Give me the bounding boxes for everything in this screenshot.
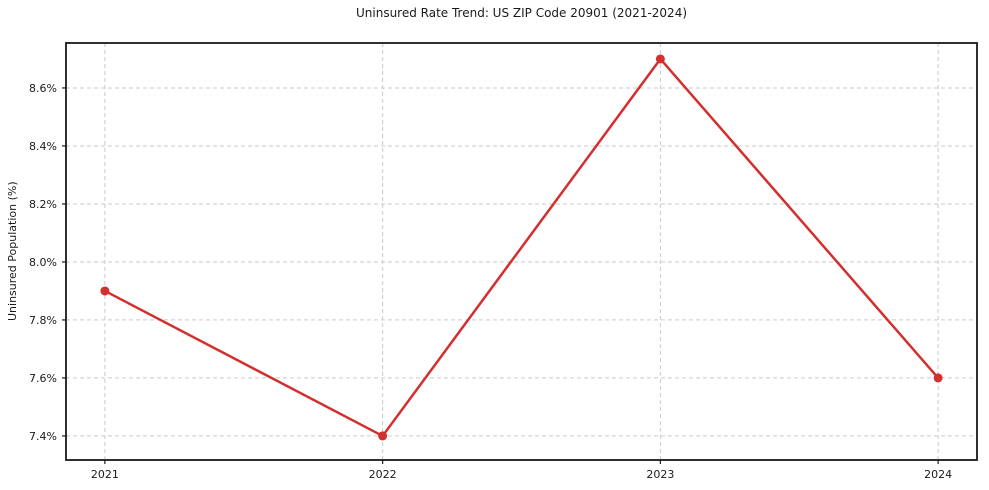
y-tick-label: 7.6%	[29, 372, 57, 385]
data-point	[100, 286, 110, 296]
y-tick-label: 8.2%	[29, 198, 57, 211]
y-tick-label: 7.4%	[29, 430, 57, 443]
y-tick-label: 7.8%	[29, 314, 57, 327]
x-tick-label: 2024	[924, 468, 952, 481]
x-tick-label: 2022	[369, 468, 397, 481]
y-tick-label: 8.4%	[29, 140, 57, 153]
x-tick-label: 2021	[91, 468, 119, 481]
y-tick-label: 8.0%	[29, 256, 57, 269]
y-tick-label: 8.6%	[29, 82, 57, 95]
data-point	[655, 54, 665, 64]
plot-border	[65, 42, 978, 461]
trend-line	[103, 57, 940, 438]
data-point	[933, 373, 943, 383]
data-point	[378, 431, 388, 441]
chart-title: Uninsured Rate Trend: US ZIP Code 20901 …	[355, 6, 688, 20]
x-tick-label: 2023	[646, 468, 674, 481]
